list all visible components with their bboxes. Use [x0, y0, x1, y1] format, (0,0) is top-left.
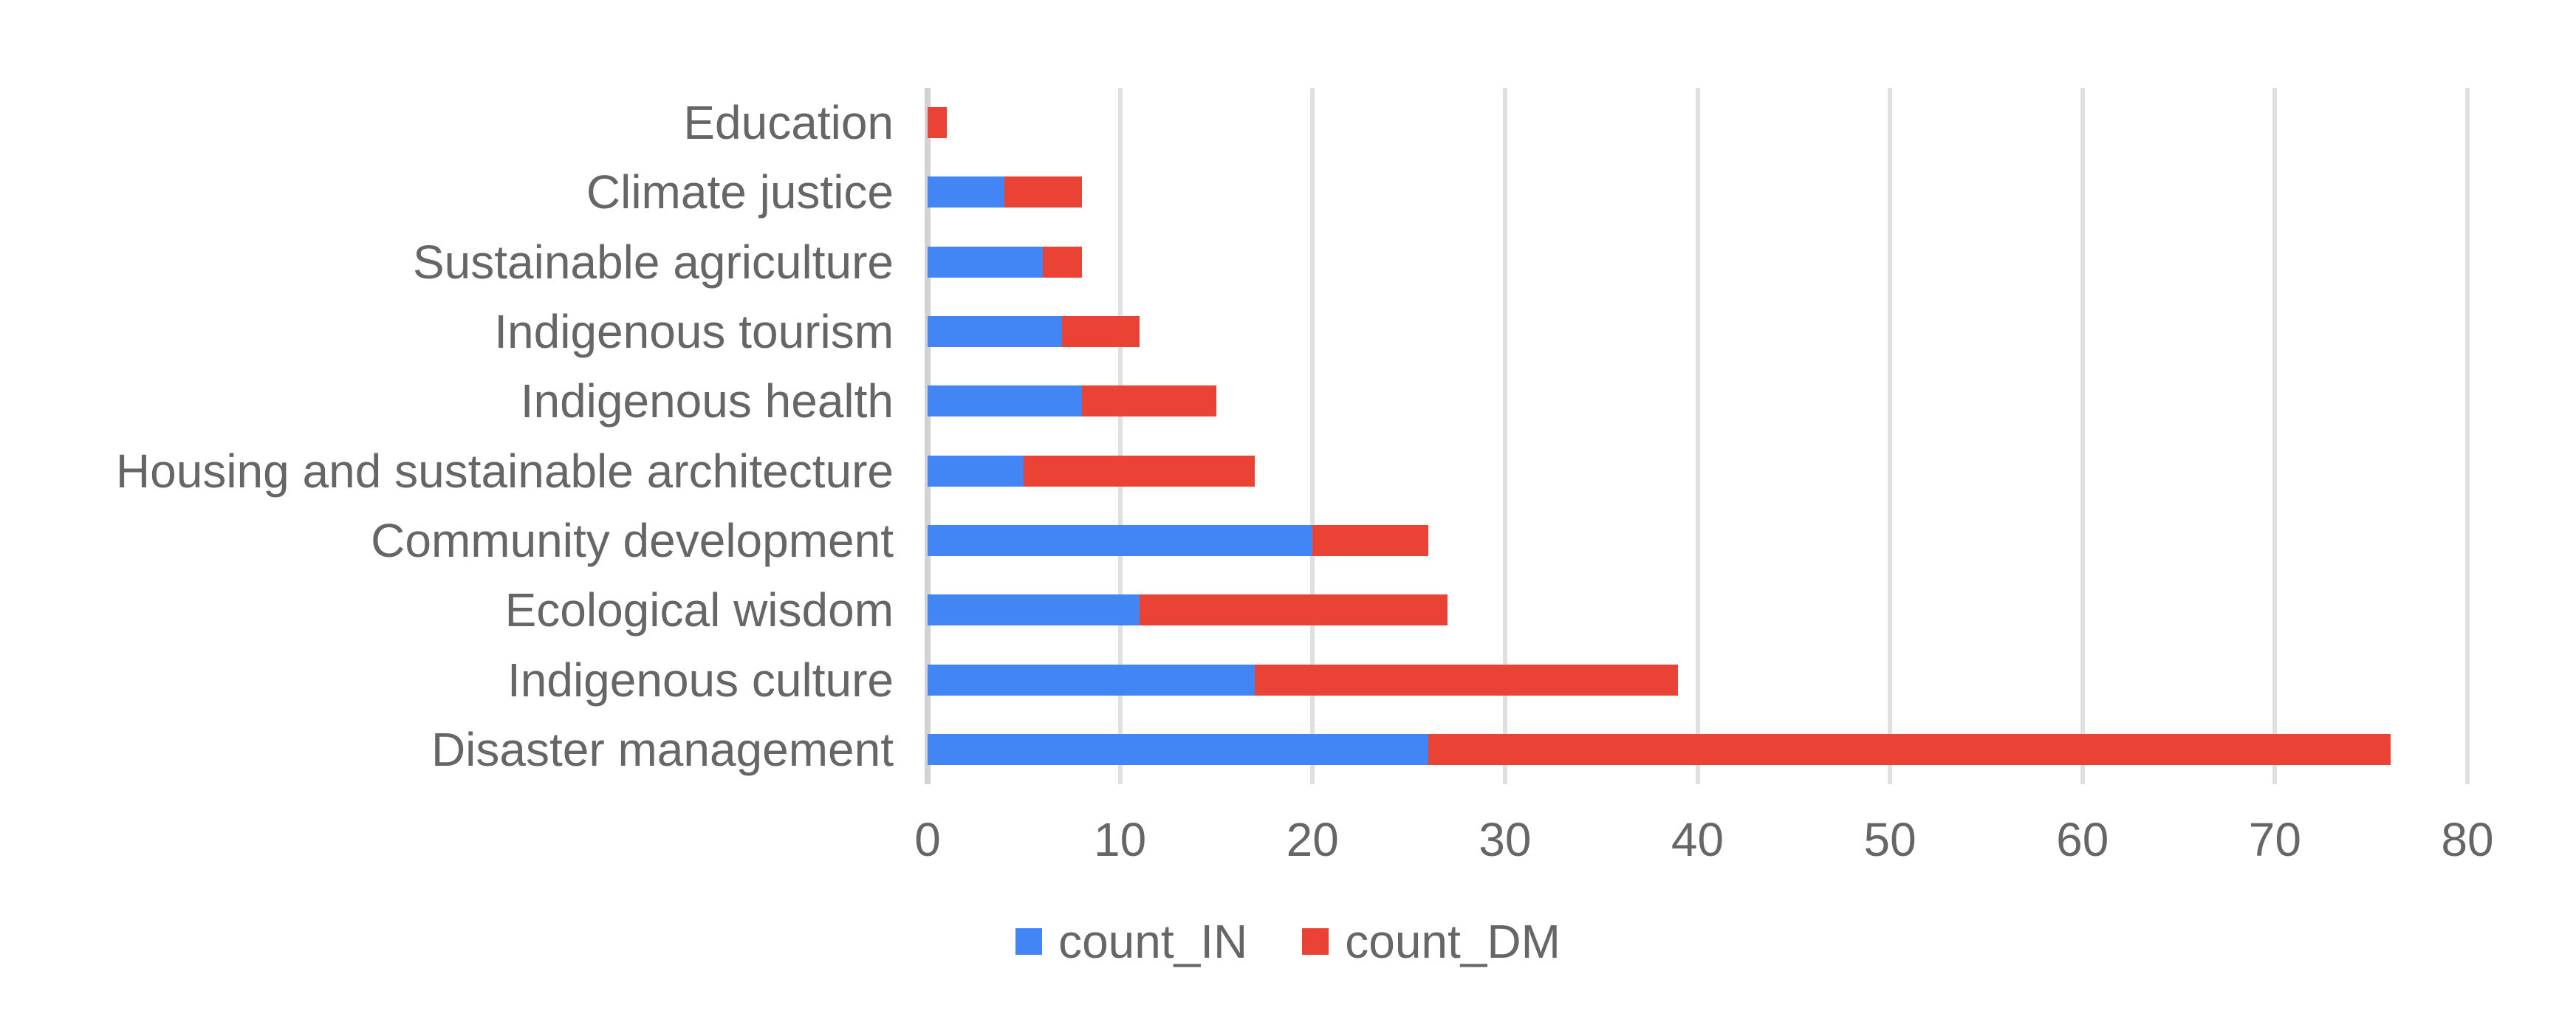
bar-segment-count_DM[interactable] — [928, 107, 948, 139]
category-label: Disaster management — [431, 722, 894, 776]
bar-segment-count_IN[interactable] — [928, 455, 1024, 487]
axis-zero-line — [925, 88, 931, 784]
bar-row — [928, 594, 1448, 626]
gridline-50 — [1888, 88, 1893, 784]
bar-segment-count_IN[interactable] — [928, 664, 1256, 696]
bar-segment-count_DM[interactable] — [1139, 594, 1448, 626]
bar-segment-count_IN[interactable] — [928, 316, 1063, 348]
x-tick-label: 80 — [2441, 813, 2494, 866]
bar-segment-count_DM[interactable] — [1428, 733, 2391, 765]
bar-segment-count_IN[interactable] — [928, 524, 1313, 556]
legend-label: count_DM — [1345, 915, 1561, 968]
bar-segment-count_DM[interactable] — [1004, 176, 1082, 208]
legend-item-count_DM[interactable]: count_DM — [1302, 914, 1561, 969]
x-tick-label: 30 — [1479, 813, 1532, 866]
bar-row — [928, 733, 2391, 765]
bar-row — [928, 176, 1082, 208]
category-label: Education — [683, 96, 894, 150]
bar-segment-count_DM[interactable] — [1081, 385, 1216, 417]
x-tick-label: 0 — [914, 813, 941, 866]
category-label: Ecological wisdom — [504, 583, 894, 637]
gridline-20 — [1310, 88, 1315, 784]
bar-segment-count_DM[interactable] — [1312, 524, 1428, 556]
bar-row — [928, 385, 1216, 417]
bar-row — [928, 246, 1082, 278]
legend-swatch-count_DM — [1302, 928, 1329, 955]
bar-row — [928, 524, 1428, 556]
bar-row — [928, 107, 948, 139]
category-label: Sustainable agriculture — [412, 235, 894, 289]
gridline-10 — [1117, 88, 1123, 784]
bar-segment-count_DM[interactable] — [1255, 664, 1679, 696]
x-tick-label: 20 — [1286, 813, 1339, 866]
bar-segment-count_IN[interactable] — [928, 594, 1140, 626]
x-tick-label: 10 — [1094, 813, 1147, 866]
bar-segment-count_DM[interactable] — [1062, 316, 1140, 348]
bar-row — [928, 664, 1679, 696]
category-label: Climate justice — [586, 165, 894, 219]
gridline-70 — [2272, 88, 2278, 784]
category-label: Indigenous culture — [507, 653, 894, 707]
legend-item-count_IN[interactable]: count_IN — [1015, 914, 1247, 969]
x-tick-label: 40 — [1671, 813, 1724, 866]
category-label: Housing and sustainable architecture — [115, 444, 894, 498]
bar-segment-count_IN[interactable] — [928, 176, 1005, 208]
bar-row — [928, 455, 1256, 487]
gridline-30 — [1502, 88, 1507, 784]
legend: count_IN count_DM — [0, 914, 2576, 969]
bar-segment-count_IN[interactable] — [928, 246, 1044, 278]
plot-area — [925, 88, 2470, 784]
gridline-80 — [2465, 88, 2470, 784]
gridline-40 — [1695, 88, 1700, 784]
category-label: Indigenous tourism — [494, 305, 894, 359]
bar-segment-count_DM[interactable] — [1024, 455, 1256, 487]
legend-swatch-count_IN — [1015, 928, 1043, 955]
category-label: Indigenous health — [520, 374, 894, 428]
category-label: Community development — [371, 513, 894, 567]
legend-label: count_IN — [1058, 915, 1248, 968]
x-tick-label: 70 — [2248, 813, 2301, 866]
bar-row — [928, 316, 1140, 348]
x-tick-label: 60 — [2056, 813, 2109, 866]
bar-segment-count_IN[interactable] — [928, 733, 1428, 765]
bar-segment-count_DM[interactable] — [1043, 246, 1082, 278]
bar-segment-count_IN[interactable] — [928, 385, 1082, 417]
x-tick-label: 50 — [1863, 813, 1916, 866]
gridline-60 — [2080, 88, 2085, 784]
